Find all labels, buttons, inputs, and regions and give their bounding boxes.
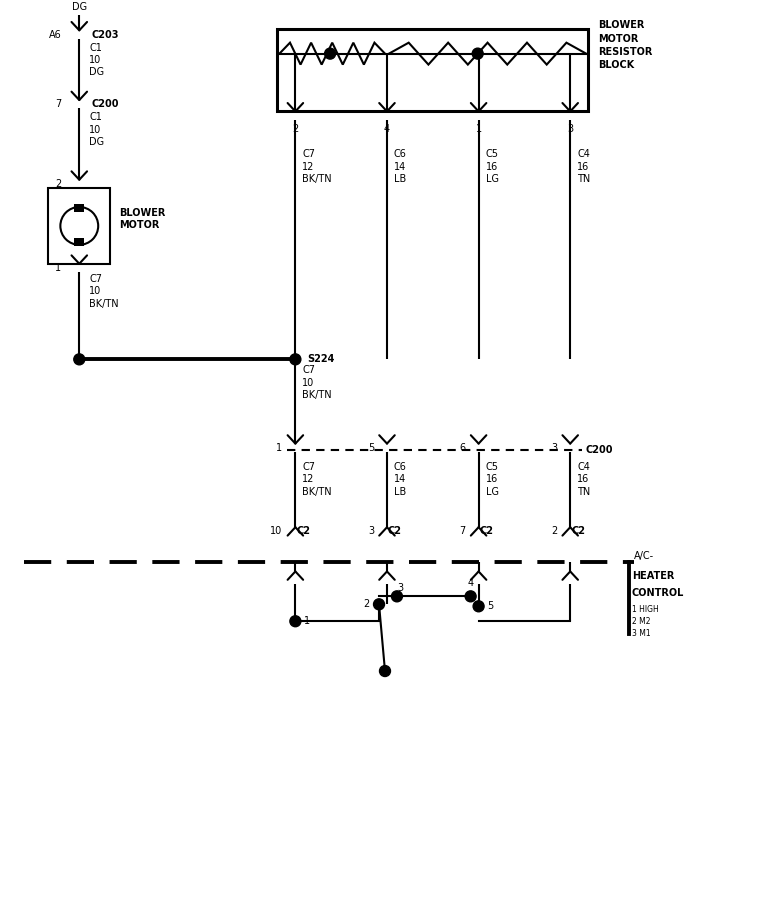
Text: C203: C203: [91, 29, 119, 39]
Bar: [74, 204, 84, 212]
Text: S224: S224: [308, 354, 334, 364]
Text: C7
12
BK/TN: C7 12 BK/TN: [302, 462, 332, 497]
Circle shape: [61, 207, 98, 245]
Text: 1: 1: [476, 124, 482, 134]
Text: M: M: [74, 221, 84, 231]
Circle shape: [324, 48, 336, 59]
Text: 1: 1: [304, 616, 311, 626]
Circle shape: [374, 599, 384, 610]
Text: C6
14
LB: C6 14 LB: [394, 149, 407, 184]
Bar: [278, 28, 588, 111]
Text: HEATER: HEATER: [632, 572, 674, 582]
Text: 2: 2: [55, 179, 61, 189]
Text: 1: 1: [276, 443, 282, 453]
Bar: [74, 238, 84, 246]
Circle shape: [473, 601, 484, 612]
Circle shape: [465, 591, 476, 602]
Text: C7
10
BK/TN: C7 10 BK/TN: [302, 365, 332, 400]
Text: 2: 2: [363, 599, 369, 609]
Text: C200: C200: [585, 445, 613, 455]
Text: A/C-: A/C-: [634, 551, 654, 561]
Text: CONTROL: CONTROL: [632, 588, 684, 598]
Text: 1: 1: [55, 263, 61, 273]
Text: 3: 3: [567, 124, 573, 134]
Text: C2: C2: [296, 527, 311, 537]
Text: 7: 7: [55, 100, 61, 110]
Text: 2 M2: 2 M2: [632, 617, 650, 625]
Text: 5: 5: [488, 602, 494, 612]
Text: C5
16
LG: C5 16 LG: [486, 149, 499, 184]
Text: 3: 3: [368, 527, 374, 537]
Circle shape: [472, 48, 483, 59]
Circle shape: [290, 354, 301, 365]
Text: C2: C2: [388, 527, 402, 537]
Text: C7
12
BK/TN: C7 12 BK/TN: [302, 149, 332, 184]
Circle shape: [74, 354, 85, 365]
Text: 2: 2: [551, 527, 558, 537]
Text: C5
16
LG: C5 16 LG: [486, 462, 499, 497]
Text: A6: A6: [48, 29, 61, 39]
Text: C1
10
DG: C1 10 DG: [89, 112, 104, 147]
Text: 5: 5: [368, 443, 374, 453]
Text: C4
16
TN: C4 16 TN: [578, 149, 591, 184]
Text: 7: 7: [459, 527, 466, 537]
Text: C200: C200: [91, 100, 119, 110]
Circle shape: [290, 615, 301, 626]
Text: 3: 3: [551, 443, 558, 453]
Text: 10: 10: [270, 527, 282, 537]
Text: C1
10
DG: C1 10 DG: [89, 43, 104, 78]
Text: 6: 6: [459, 443, 466, 453]
Circle shape: [391, 591, 403, 602]
Text: 3 M1: 3 M1: [632, 629, 650, 637]
Text: C2: C2: [479, 527, 494, 537]
Text: BLOWER
MOTOR: BLOWER MOTOR: [119, 208, 166, 230]
Text: C2: C2: [571, 527, 585, 537]
Bar: [48, 188, 110, 264]
Text: 2: 2: [292, 124, 298, 134]
Text: 1 HIGH: 1 HIGH: [632, 604, 659, 614]
Text: DG: DG: [72, 2, 87, 12]
Text: C7
10
BK/TN: C7 10 BK/TN: [89, 274, 119, 309]
Text: 3: 3: [397, 583, 403, 593]
Text: C6
14
LB: C6 14 LB: [394, 462, 407, 497]
Text: 4: 4: [384, 124, 390, 134]
Text: 4: 4: [468, 578, 474, 588]
Text: BLOWER
MOTOR
RESISTOR
BLOCK: BLOWER MOTOR RESISTOR BLOCK: [598, 20, 653, 70]
Text: C4
16
TN: C4 16 TN: [578, 462, 591, 497]
Circle shape: [380, 666, 390, 677]
